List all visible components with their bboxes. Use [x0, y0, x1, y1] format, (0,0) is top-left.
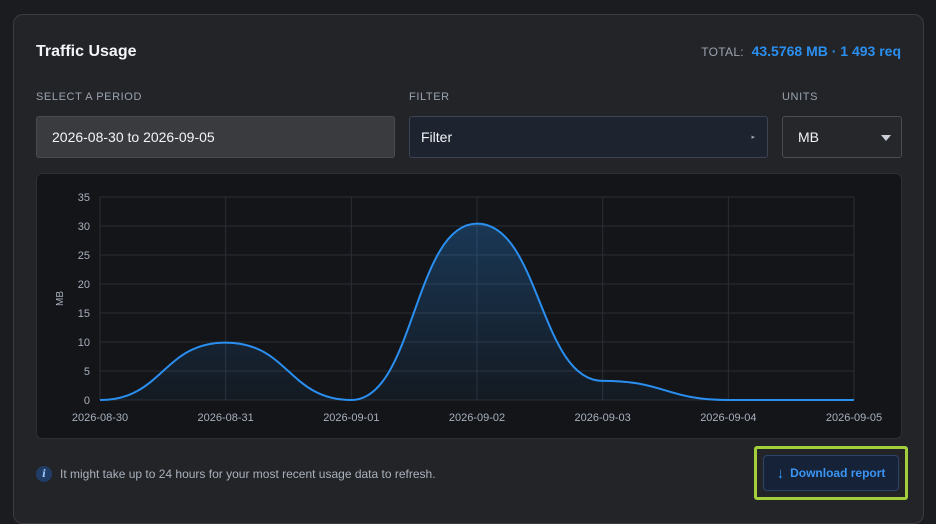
filter-select[interactable]: Filter ▸: [409, 116, 768, 158]
units-label: UNITS: [782, 91, 818, 103]
x-tick-label: 2026-09-01: [323, 412, 379, 424]
y-tick-label: 20: [78, 279, 90, 291]
y-tick-label: 35: [78, 192, 90, 204]
info-icon: i: [36, 466, 52, 482]
download-report-button[interactable]: ↓ Download report: [763, 455, 899, 491]
units-value: MB: [798, 129, 819, 145]
refresh-note-text: It might take up to 24 hours for your mo…: [60, 467, 436, 481]
usage-chart: 0 5 10 15 20 25 30 35 2026-08-30 2026-08-31 2026-0…: [36, 173, 902, 439]
card-title: Traffic Usage: [36, 43, 137, 60]
period-label: SELECT A PERIOD: [36, 91, 143, 103]
filter-label: FILTER: [409, 91, 450, 103]
total-value: 43.5768 MB · 1 493 req: [751, 43, 901, 59]
usage-area: [100, 223, 854, 400]
usage-chart-svg: 0 5 10 15 20 25 30 35 2026-08-30 2026-08-31 2026-0…: [55, 192, 882, 424]
x-tick-label: 2026-09-02: [449, 412, 505, 424]
download-highlight: ↓ Download report: [754, 446, 908, 500]
traffic-usage-card: Traffic Usage TOTAL: 43.5768 MB · 1 493 …: [13, 14, 924, 524]
y-tick-label: 25: [78, 250, 90, 262]
period-value: 2026-08-30 to 2026-09-05: [52, 129, 215, 145]
arrow-down-icon: ↓: [776, 464, 785, 482]
period-date-range-input[interactable]: 2026-08-30 to 2026-09-05: [36, 116, 395, 158]
y-tick-label: 5: [84, 366, 90, 378]
units-select[interactable]: MB: [782, 116, 902, 158]
caret-icon: ▸: [751, 134, 755, 141]
y-tick-label: 30: [78, 221, 90, 233]
refresh-note: i It might take up to 24 hours for your …: [36, 466, 436, 482]
x-tick-label: 2026-09-05: [826, 412, 882, 424]
x-tick-label: 2026-09-03: [575, 412, 631, 424]
y-tick-label: 10: [78, 337, 90, 349]
total-label: TOTAL:: [701, 45, 744, 59]
chevron-down-icon: [881, 135, 891, 141]
filter-value: Filter: [421, 129, 453, 145]
y-tick-label: 0: [84, 395, 90, 407]
y-axis-label: MB: [55, 291, 66, 306]
total-summary: TOTAL: 43.5768 MB · 1 493 req: [701, 43, 901, 59]
usage-line: [99, 222, 854, 402]
y-tick-label: 15: [78, 308, 90, 320]
download-report-label: Download report: [790, 466, 886, 480]
x-tick-label: 2026-09-04: [700, 412, 756, 424]
x-tick-label: 2026-08-30: [72, 412, 128, 424]
x-tick-label: 2026-08-31: [198, 412, 254, 424]
